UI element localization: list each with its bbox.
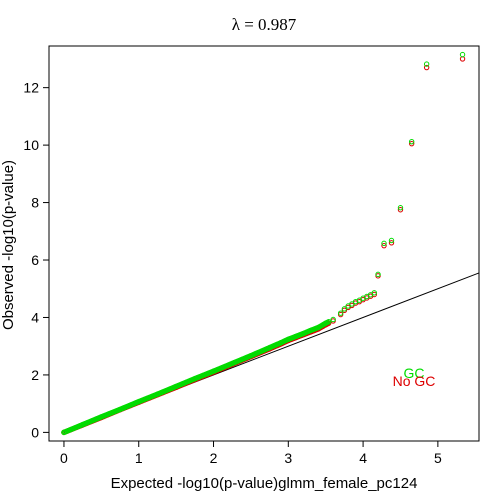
y-axis-title: Observed -log10(p-value) (0, 160, 17, 330)
data-point (341, 306, 348, 312)
chart-title: λ = 0.987 (232, 15, 297, 34)
data-point (349, 301, 355, 307)
data-point (79, 421, 86, 428)
data-point (229, 360, 235, 367)
data-point (459, 51, 466, 58)
data-point (381, 242, 387, 249)
legend-no-gc: No GC (393, 373, 436, 389)
data-point (371, 291, 378, 298)
data-point (375, 271, 381, 278)
y-tick-label: 12 (23, 80, 39, 96)
y-tick-label: 6 (31, 252, 39, 268)
data-point (154, 391, 161, 397)
data-point (293, 333, 299, 340)
data-point (330, 316, 336, 323)
data-point (371, 290, 378, 296)
legend-gc: GC (404, 365, 425, 381)
data-point (98, 414, 105, 420)
y-tick-label: 10 (23, 137, 39, 153)
y-tick-label: 2 (31, 367, 39, 383)
y-tick-label: 0 (31, 424, 39, 440)
x-tick-label: 4 (359, 450, 367, 466)
data-point (278, 340, 284, 346)
data-point (173, 383, 179, 390)
x-axis: 0 1 2 3 4 5 (60, 440, 442, 466)
y-tick-label: 4 (31, 309, 39, 325)
x-tick-label: 3 (284, 450, 292, 466)
data-point (308, 327, 314, 334)
data-point (337, 310, 344, 316)
data-point (388, 240, 395, 246)
data-point (325, 319, 332, 325)
x-tick-label: 2 (210, 450, 218, 466)
data-point (61, 429, 67, 436)
data-point (300, 330, 306, 337)
data-point (388, 237, 395, 244)
data-point (408, 138, 415, 145)
legend: GC No GC (393, 365, 436, 389)
data-point (408, 140, 415, 147)
data-point (285, 336, 292, 343)
x-axis-title: Expected -log10(p-value)glmm_female_pc12… (111, 475, 418, 492)
data-point (381, 240, 387, 247)
data-point (210, 368, 217, 374)
data-point (266, 344, 273, 351)
x-tick-label: 1 (135, 450, 143, 466)
y-tick-label: 8 (31, 195, 39, 211)
x-tick-label: 5 (434, 450, 442, 466)
data-point (423, 61, 430, 67)
data-point (117, 406, 123, 413)
x-tick-label: 0 (60, 450, 68, 466)
data-point (322, 320, 329, 326)
data-point (459, 56, 466, 62)
data-point (248, 352, 254, 359)
data-point (192, 375, 198, 382)
y-axis: 0 2 4 6 8 10 12 (23, 80, 50, 440)
data-point (315, 324, 321, 331)
data-points (61, 51, 466, 436)
data-point (397, 207, 404, 213)
data-point (423, 64, 430, 71)
series-1 (61, 51, 466, 436)
data-point (397, 205, 404, 211)
data-point (136, 398, 142, 405)
